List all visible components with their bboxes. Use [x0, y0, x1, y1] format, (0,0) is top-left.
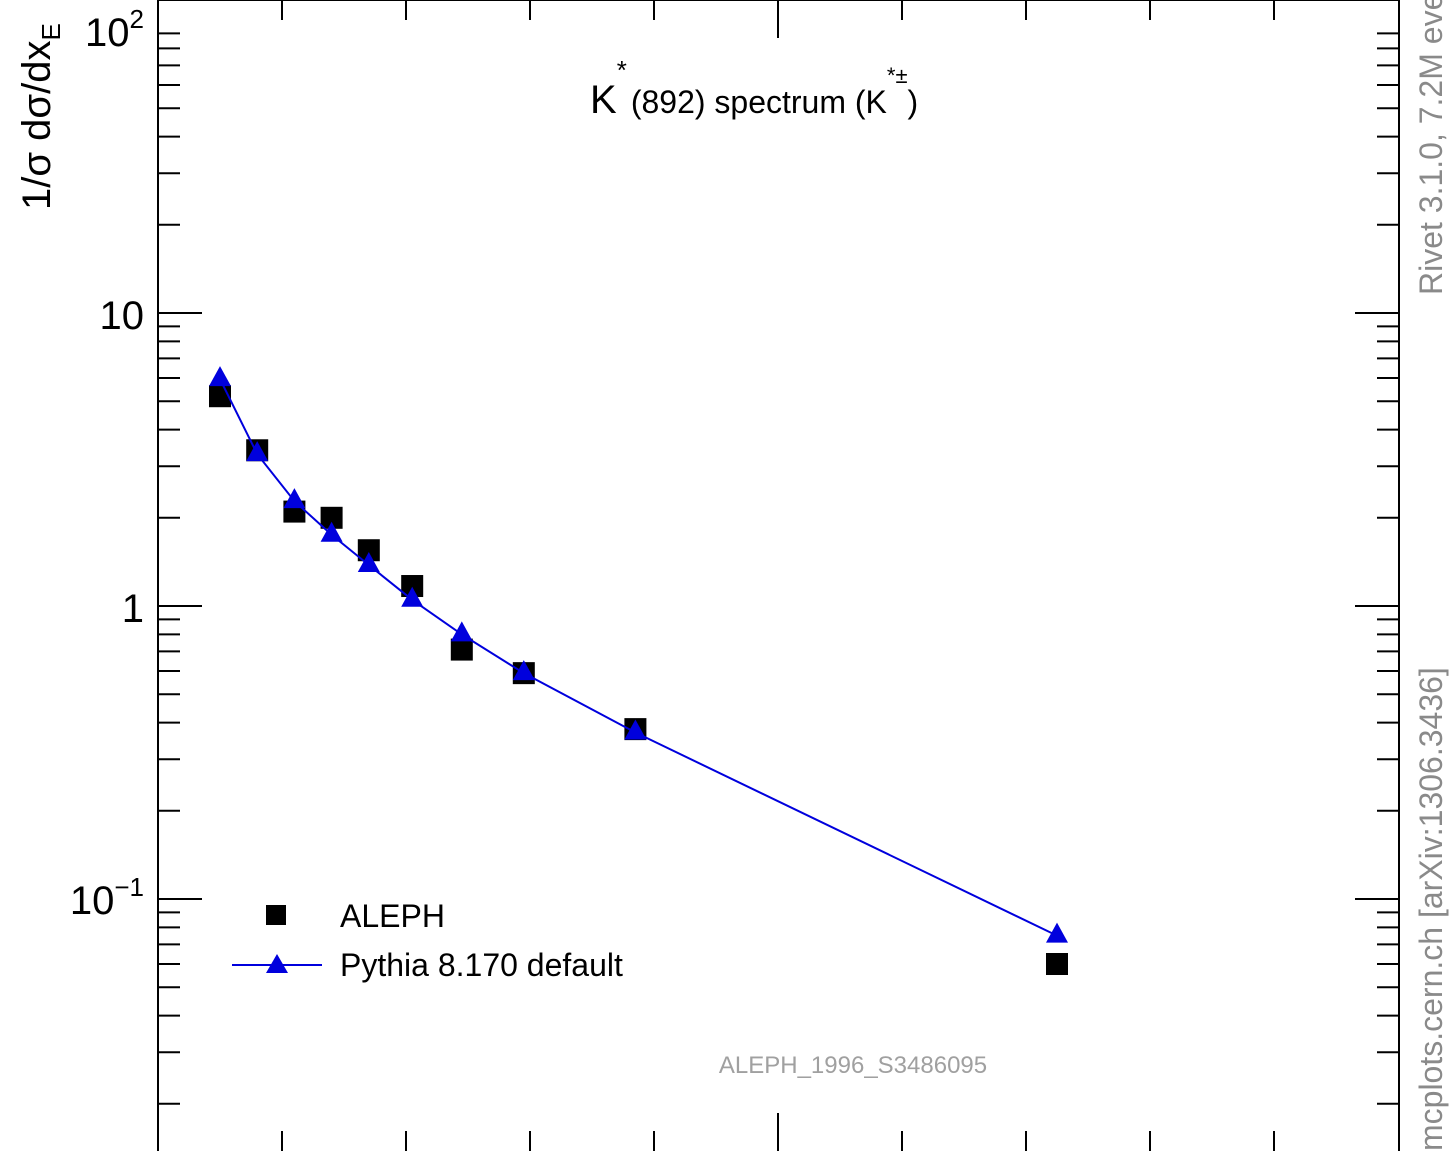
rivet-info: Rivet 3.1.0, 7.2M events	[1413, 0, 1449, 295]
mcplots-info: mcplots.cern.ch [arXiv:1306.3436]	[1413, 667, 1449, 1151]
chart-title: K*(892) spectrum (K*±)	[590, 55, 918, 122]
plot-frame	[157, 0, 1400, 1151]
y-ticks	[158, 0, 1399, 1105]
y-axis-label: 1/σ dσ/dxE	[15, 23, 66, 210]
legend-label-pythia: Pythia 8.170 default	[340, 947, 623, 983]
pythia-point	[246, 441, 269, 462]
ytick-label-1: 1	[122, 587, 144, 631]
pythia-point	[357, 552, 380, 573]
pythia-point	[512, 660, 535, 681]
aleph-point	[320, 506, 343, 529]
legend-marker-aleph	[266, 905, 286, 925]
ytick-label-0.1: 10−1	[70, 872, 144, 923]
x-ticks	[281, 0, 1275, 1151]
pythia-point	[320, 521, 343, 542]
aleph-point	[1046, 953, 1068, 976]
pythia-point	[450, 621, 473, 642]
pythia-line	[219, 378, 1058, 937]
aleph-point	[450, 638, 473, 661]
analysis-id: ALEPH_1996_S3486095	[719, 1052, 987, 1079]
pythia-point	[1046, 922, 1068, 943]
pythia-point	[283, 488, 306, 509]
ytick-label-100: 102	[85, 4, 144, 55]
pythia-point	[209, 366, 231, 387]
aleph-point	[401, 575, 424, 598]
pythia-point	[401, 586, 424, 607]
series-aleph	[209, 385, 1068, 976]
ytick-label-10: 10	[100, 294, 145, 338]
legend: ALEPH Pythia 8.170 default	[232, 898, 623, 983]
aleph-point	[357, 539, 380, 562]
legend-label-aleph: ALEPH	[340, 898, 445, 934]
y-tick-labels: 102 10 1 10−1	[70, 4, 144, 923]
series-pythia	[209, 366, 1068, 943]
pythia-point	[624, 719, 647, 740]
legend-marker-pythia	[266, 954, 288, 973]
